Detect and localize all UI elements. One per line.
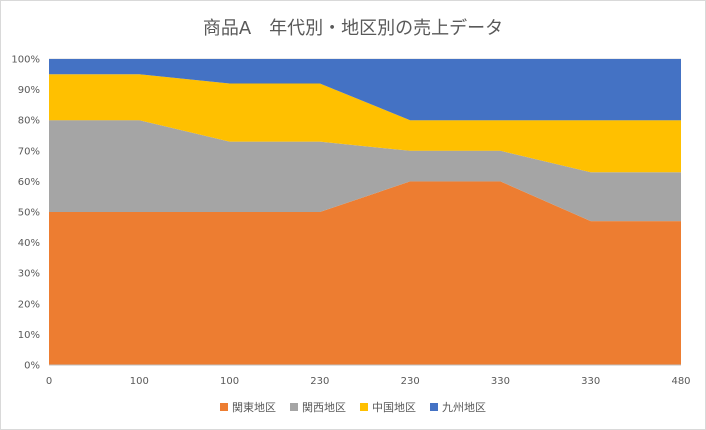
x-tick-label: 330	[581, 376, 600, 387]
legend-label: 関東地区	[232, 401, 276, 414]
legend-swatch	[220, 403, 228, 411]
y-tick-label: 100%	[11, 55, 40, 66]
y-tick-label: 90%	[18, 85, 40, 96]
y-tick-label: 60%	[18, 177, 40, 188]
legend-item: 関西地区	[290, 399, 346, 415]
legend-swatch	[290, 403, 298, 411]
y-tick-label: 0%	[24, 361, 40, 372]
x-tick-label: 230	[401, 376, 420, 387]
y-tick-label: 70%	[18, 146, 40, 157]
legend-label: 関西地区	[302, 401, 346, 414]
legend-item: 関東地区	[220, 399, 276, 415]
legend-label: 中国地区	[372, 401, 416, 414]
area-series-4	[49, 59, 681, 121]
legend-item: 九州地区	[430, 399, 486, 415]
y-tick-label: 30%	[18, 269, 40, 280]
y-tick-label: 10%	[18, 330, 40, 341]
area-series-3	[49, 74, 681, 173]
area-series-1	[49, 181, 681, 365]
x-tick-label: 330	[491, 376, 510, 387]
x-tick-label: 0	[46, 376, 52, 387]
x-tick-label: 100	[220, 376, 239, 387]
y-tick-label: 50%	[18, 208, 40, 219]
x-tick-label: 480	[671, 376, 690, 387]
y-tick-label: 40%	[18, 238, 40, 249]
area-series-2	[49, 120, 681, 222]
legend-swatch	[430, 403, 438, 411]
legend-label: 九州地区	[442, 401, 486, 414]
y-tick-label: 80%	[18, 116, 40, 127]
legend-item: 中国地区	[360, 399, 416, 415]
chart-title: 商品A 年代別・地区別の売上データ	[202, 18, 504, 39]
y-tick-label: 20%	[18, 299, 40, 310]
chart-legend: 関東地区 関西地区 中国地区 九州地区	[0, 399, 706, 415]
x-tick-label: 230	[310, 376, 329, 387]
x-tick-label: 100	[130, 376, 149, 387]
legend-swatch	[360, 403, 368, 411]
